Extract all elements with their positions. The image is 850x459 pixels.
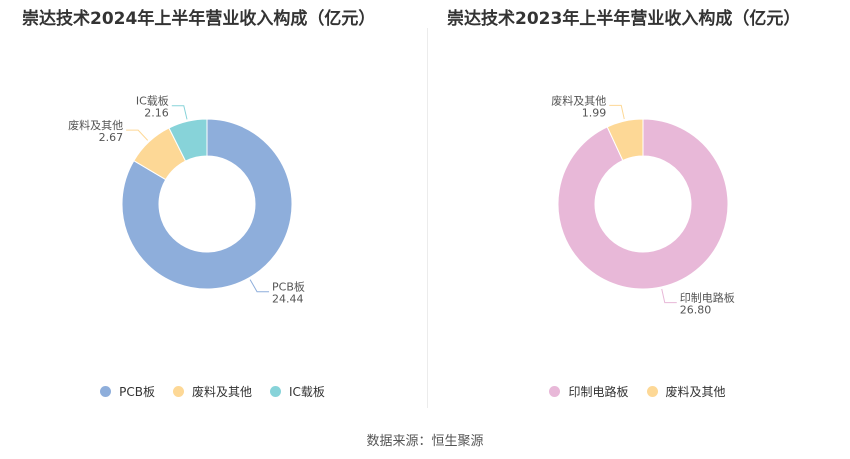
chart-title-2024: 崇达技术2024年上半年营业收入构成（亿元） <box>22 9 376 29</box>
leader-line <box>126 129 149 141</box>
slice-label-value: 1.99 <box>582 106 607 119</box>
donut-slice-slice-0[interactable] <box>121 118 293 290</box>
legend-swatch-icon <box>549 386 561 397</box>
legend-item[interactable]: 废料及其他 <box>646 383 726 400</box>
legend-swatch-icon <box>269 386 281 397</box>
legend-item[interactable]: IC载板 <box>269 383 325 400</box>
slice-label-value: 2.67 <box>99 131 124 144</box>
legend-label: IC载板 <box>288 385 325 399</box>
slice-label-name: IC载板 <box>136 94 169 108</box>
legend-swatch-icon <box>100 386 112 397</box>
chart-panel-2023: 崇达技术2023年上半年营业收入构成（亿元） 印制电路板 26.80 废料及其他 1.… <box>425 0 850 410</box>
slice-label-value: 2.16 <box>144 107 169 120</box>
chart-panel-2024: 崇达技术2024年上半年营业收入构成（亿元） PCB板 24.44 废料及其他 2.6… <box>0 0 425 410</box>
leader-line <box>609 104 625 120</box>
legend-item[interactable]: PCB板 <box>100 383 155 400</box>
legend-label: 废料及其他 <box>191 385 252 399</box>
legend-2023: 印制电路板 废料及其他 <box>425 383 850 400</box>
data-source-note: 数据来源：恒生聚源 <box>366 434 484 449</box>
slice-label-name: 废料及其他 <box>551 93 606 107</box>
leader-line <box>661 288 677 304</box>
donut-slice-slice-0[interactable] <box>557 118 729 290</box>
legend-2024: PCB板 废料及其他 IC载板 <box>0 383 425 400</box>
slice-label-name: 废料及其他 <box>68 118 123 132</box>
donut-slice-slice-2[interactable] <box>168 118 208 162</box>
legend-item[interactable]: 印制电路板 <box>549 383 629 400</box>
legend-label: 废料及其他 <box>665 385 726 399</box>
slice-label-name: 印制电路板 <box>680 291 735 305</box>
leader-line <box>171 105 188 120</box>
panel-divider <box>427 28 428 408</box>
slice-label-name: PCB板 <box>272 280 305 294</box>
donut-slice-slice-1[interactable] <box>606 118 644 162</box>
legend-swatch-icon <box>646 386 658 397</box>
legend-item[interactable]: 废料及其他 <box>172 383 252 400</box>
legend-label: 印制电路板 <box>568 385 629 399</box>
leader-line <box>249 279 270 293</box>
slice-label-value: 24.44 <box>272 293 304 306</box>
slice-label-value: 26.80 <box>680 304 712 317</box>
legend-label: PCB板 <box>119 385 155 399</box>
legend-swatch-icon <box>172 386 184 397</box>
chart-title-2023: 崇达技术2023年上半年营业收入构成（亿元） <box>447 9 801 29</box>
